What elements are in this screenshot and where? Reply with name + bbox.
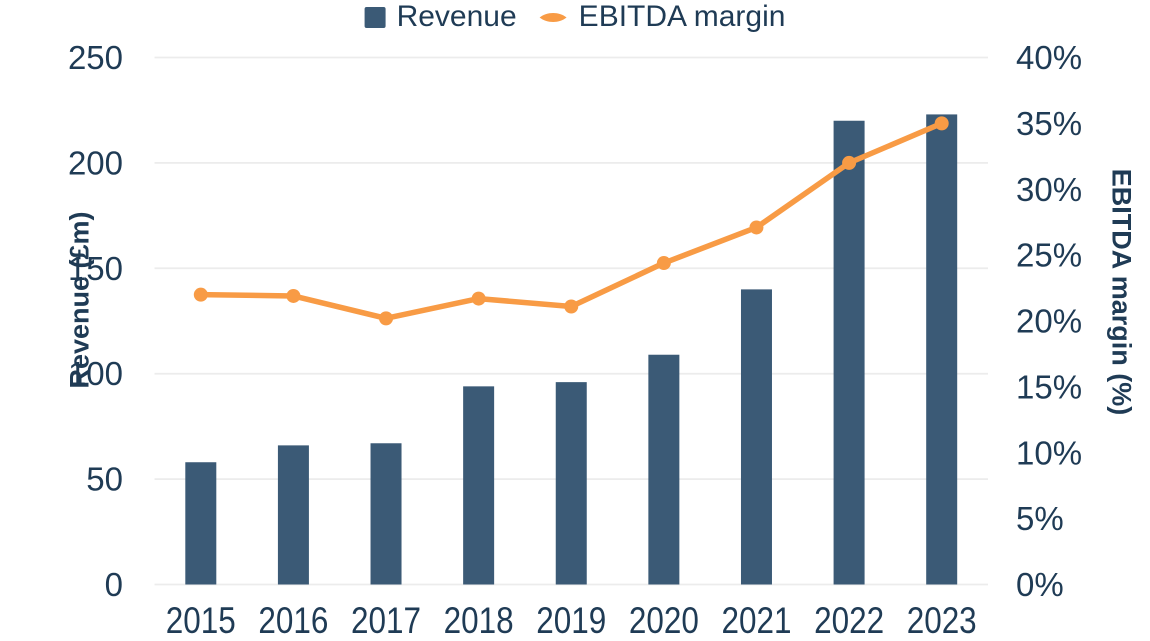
legend-item-revenue[interactable]: Revenue xyxy=(364,0,517,33)
revenue-swatch-icon xyxy=(364,6,386,28)
ebitda-point-2023[interactable] xyxy=(934,116,949,131)
revenue-bar-2020[interactable] xyxy=(648,354,680,585)
right-axis-tick: 40% xyxy=(1016,39,1082,76)
x-axis-tick-2019: 2019 xyxy=(536,600,606,641)
right-axis-tick: 15% xyxy=(1016,368,1082,405)
legend-label-ebitda: EBITDA margin xyxy=(578,0,786,33)
right-axis-tick: 5% xyxy=(1016,500,1064,537)
ebitda-point-2022[interactable] xyxy=(842,155,857,170)
revenue-bar-2017[interactable] xyxy=(370,443,402,585)
ebitda-line-marker-icon xyxy=(539,12,567,22)
revenue-bar-2022[interactable] xyxy=(833,120,865,585)
legend-item-ebitda-margin[interactable]: EBITDA margin xyxy=(539,0,786,33)
left-axis-tick: 200 xyxy=(68,144,123,181)
revenue-bar-2018[interactable] xyxy=(463,386,495,585)
right-axis-tick: 10% xyxy=(1016,434,1082,471)
revenue-bar-2015[interactable] xyxy=(185,462,217,585)
ebitda-point-2018[interactable] xyxy=(471,291,486,306)
x-axis-tick-2018: 2018 xyxy=(444,600,514,641)
revenue-bar-2019[interactable] xyxy=(555,382,587,585)
right-axis-tick: 35% xyxy=(1016,105,1082,142)
revenue-bar-2023[interactable] xyxy=(926,114,958,585)
x-axis-tick-2016: 2016 xyxy=(258,600,328,641)
left-axis-tick: 50 xyxy=(86,461,123,498)
x-axis-tick-2023: 2023 xyxy=(907,600,977,641)
right-axis-tick: 0% xyxy=(1016,566,1064,603)
x-axis-tick-2022: 2022 xyxy=(814,600,884,641)
right-axis-tick: 20% xyxy=(1016,303,1082,340)
right-axis-tick: 25% xyxy=(1016,237,1082,274)
left-axis-tick: 100 xyxy=(68,355,123,392)
x-axis-tick-2015: 2015 xyxy=(166,600,236,641)
ebitda-point-2021[interactable] xyxy=(749,220,764,235)
ebitda-point-2019[interactable] xyxy=(564,299,579,314)
revenue-bar-2021[interactable] xyxy=(740,289,772,585)
ebitda-marker-shape xyxy=(539,12,567,22)
left-axis-tick: 150 xyxy=(68,250,123,287)
ebitda-point-2016[interactable] xyxy=(286,288,301,303)
ebitda-point-2015[interactable] xyxy=(193,287,208,302)
x-axis-tick-2021: 2021 xyxy=(721,600,791,641)
legend-label-revenue: Revenue xyxy=(396,0,517,33)
x-axis-tick-2017: 2017 xyxy=(351,600,421,641)
ebitda-point-2017[interactable] xyxy=(379,311,394,326)
left-axis-tick: 250 xyxy=(68,39,123,76)
revenue-bar-2016[interactable] xyxy=(277,445,309,585)
legend: Revenue EBITDA margin xyxy=(364,0,786,33)
x-axis-tick-2020: 2020 xyxy=(629,600,699,641)
ebitda-margin-line xyxy=(198,120,945,322)
right-axis-tick: 30% xyxy=(1016,171,1082,208)
ebitda-point-2020[interactable] xyxy=(656,256,671,271)
left-axis-tick: 0 xyxy=(105,566,123,603)
